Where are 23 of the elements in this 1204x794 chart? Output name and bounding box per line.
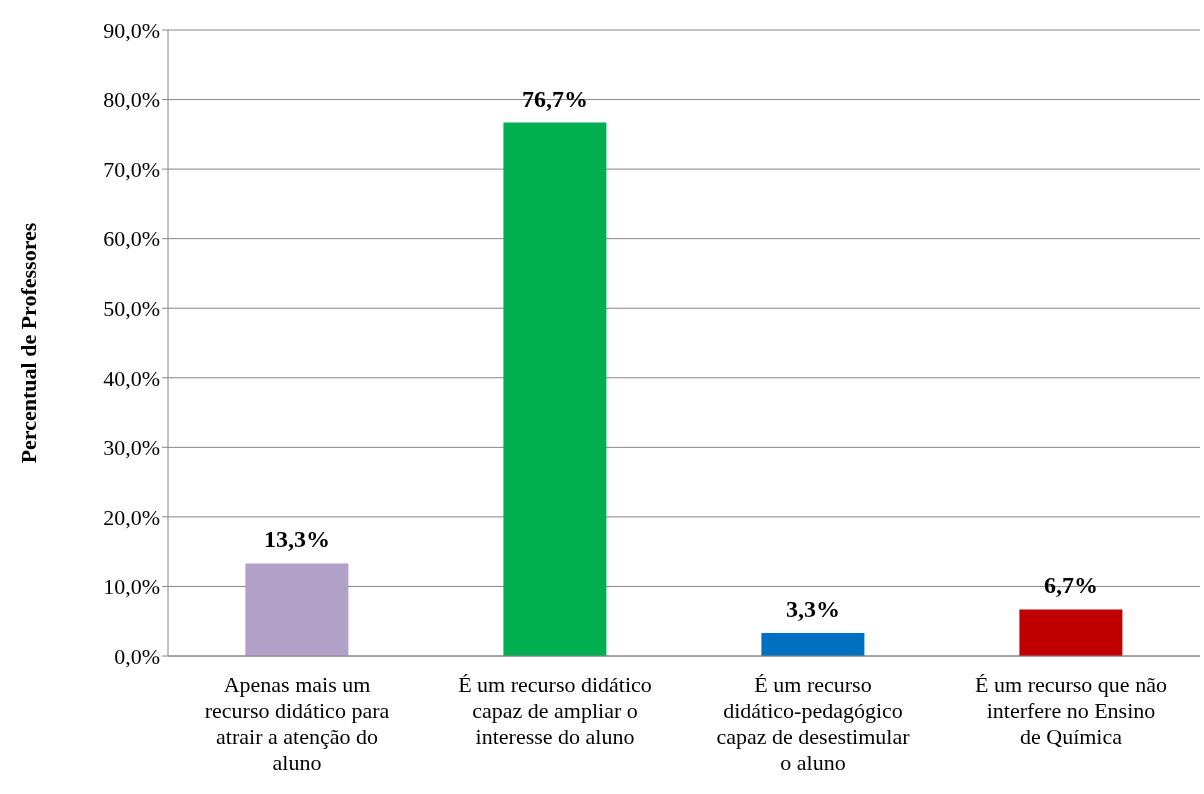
data-label: 13,3%	[263, 526, 330, 553]
y-tick-label: 10,0%	[103, 574, 160, 600]
y-tick-label: 60,0%	[103, 226, 160, 252]
data-label: 3,3%	[785, 596, 840, 623]
data-label: 76,7%	[521, 85, 588, 112]
bar	[1019, 609, 1123, 656]
x-tick-label: É um recurso didático capaz de ampliar o interesse do aluno	[458, 672, 652, 749]
bar	[503, 122, 607, 656]
y-tick-label: 40,0%	[103, 365, 160, 391]
bar	[761, 633, 865, 656]
y-tick-label: 20,0%	[103, 504, 160, 530]
bar	[245, 563, 349, 656]
y-tick-label: 30,0%	[103, 435, 160, 461]
x-tick-label: É um recurso que não interfere no Ensino de Química	[975, 672, 1167, 749]
y-tick-label: 90,0%	[103, 17, 160, 43]
y-tick-label: 80,0%	[103, 87, 160, 113]
data-label: 6,7%	[1043, 572, 1098, 599]
y-tick-label: 70,0%	[103, 156, 160, 182]
y-tick-label: 50,0%	[103, 296, 160, 322]
y-axis-title: Percentual de Professores	[15, 222, 41, 464]
y-tick-label: 0,0%	[114, 643, 160, 669]
x-tick-label: É um recurso didático-pedagógico capaz de desestimular o aluno	[716, 672, 911, 775]
x-tick-label: Apenas mais um recurso didático para atrair a atenção do aluno	[204, 672, 390, 775]
